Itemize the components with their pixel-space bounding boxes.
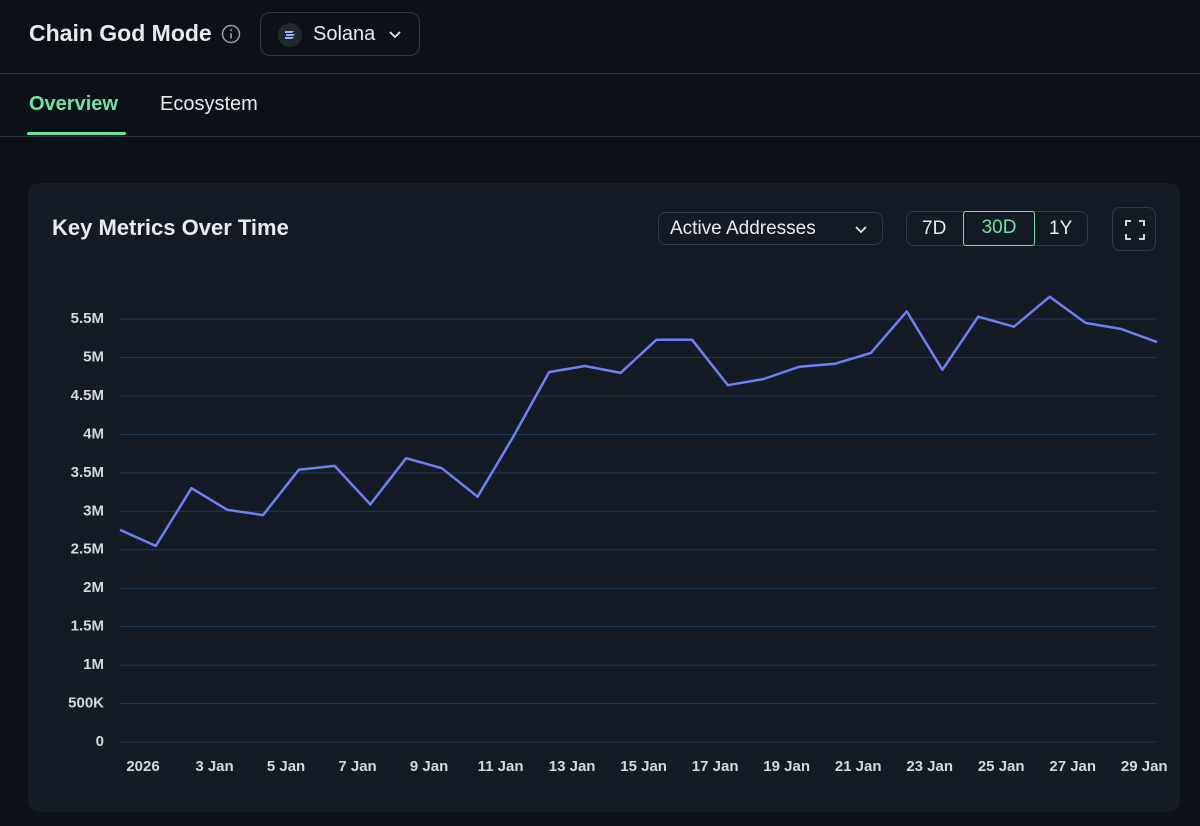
y-tick-label: 3.5M	[71, 464, 104, 481]
data-line	[119, 295, 1158, 548]
tab-active[interactable]: Overview	[29, 93, 118, 115]
x-tick-label: 21 Jan	[835, 758, 882, 775]
divider	[0, 136, 1200, 137]
info-icon[interactable]	[221, 24, 241, 44]
fullscreen-icon	[1125, 220, 1145, 240]
x-tick-label: 25 Jan	[978, 758, 1025, 775]
x-tick-label: 11 Jan	[478, 758, 524, 775]
y-tick-label: 2M	[83, 579, 104, 596]
chain-name: Solana	[313, 23, 376, 45]
chevron	[389, 31, 401, 39]
x-tick-label: 27 Jan	[1049, 758, 1096, 775]
x-tick-label: 19 Jan	[763, 758, 810, 775]
chain-select[interactable]: Solana	[260, 12, 420, 56]
y-tick-label: 4M	[83, 425, 104, 442]
x-tick-label: 15 Jan	[620, 758, 667, 775]
range-button-active[interactable]: 30D	[963, 211, 1035, 246]
y-tick-label: 3M	[83, 502, 104, 519]
metric-select[interactable]: Active Addresses	[658, 212, 883, 245]
chain-icon	[278, 23, 302, 47]
metric-name: Active Addresses	[670, 218, 816, 239]
y-tick-label: 5.5M	[71, 310, 104, 327]
x-tick-label: 2026	[126, 758, 159, 775]
x-tick-label: 9 Jan	[410, 758, 448, 775]
x-tick-label: 7 Jan	[338, 758, 376, 775]
card-title: Key Metrics Over Time	[52, 215, 289, 240]
x-tick-label: 13 Jan	[549, 758, 596, 775]
y-tick-label: 0	[96, 733, 104, 750]
range-button[interactable]: 7D	[922, 218, 947, 239]
divider	[0, 73, 1200, 74]
x-tick-label: 23 Jan	[906, 758, 953, 775]
x-tick-label: 29 Jan	[1121, 758, 1168, 775]
y-tick-label: 1.5M	[71, 618, 104, 635]
x-tick-label: 5 Jan	[267, 758, 305, 775]
range-button[interactable]: 1Y	[1049, 218, 1073, 239]
y-tick-label: 4.5M	[71, 387, 104, 404]
y-tick-label: 2.5M	[71, 541, 104, 558]
y-tick-label: 500K	[68, 695, 104, 712]
y-tick-label: 1M	[83, 656, 104, 673]
x-tick-label: 17 Jan	[692, 758, 739, 775]
card	[28, 183, 1180, 812]
page-title: Chain God Mode	[29, 20, 212, 46]
tab-underline	[27, 132, 126, 135]
chevron	[855, 226, 867, 234]
tab[interactable]: Ecosystem	[160, 93, 258, 115]
fullscreen-button[interactable]	[1112, 207, 1156, 251]
y-tick-label: 5M	[83, 348, 104, 365]
x-tick-label: 3 Jan	[195, 758, 233, 775]
